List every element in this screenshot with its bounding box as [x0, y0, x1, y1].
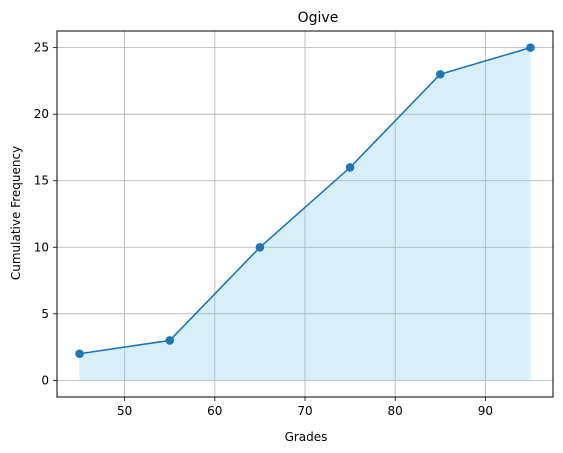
y-axis-label: Cumulative Frequency	[9, 146, 23, 280]
x-axis-label: Grades	[285, 430, 328, 444]
area-fill	[79, 47, 531, 381]
chart-title: Ogive	[298, 10, 339, 26]
y-tick-label: 10	[34, 240, 49, 254]
data-point	[255, 242, 265, 252]
area-fill-path	[79, 47, 531, 381]
x-tick-label: 90	[478, 404, 493, 418]
y-tick-label: 20	[34, 107, 49, 121]
series-line	[79, 46, 531, 355]
y-tick-label: 5	[41, 307, 49, 321]
data-points	[75, 43, 535, 359]
grid	[57, 31, 553, 397]
data-point	[165, 336, 175, 345]
y-tick-label: 15	[34, 174, 49, 188]
series-polyline	[79, 46, 531, 355]
x-ticks: 50 60 70 80 90	[117, 397, 493, 418]
data-point	[75, 349, 84, 359]
y-ticks: 0 5 10 15 20 25	[34, 41, 57, 387]
x-tick-label: 50	[117, 404, 132, 418]
data-point	[345, 163, 355, 172]
y-tick-label: 0	[41, 373, 49, 387]
x-tick-label: 70	[297, 404, 312, 418]
x-tick-label: 60	[207, 404, 222, 418]
x-tick-label: 80	[388, 404, 403, 418]
y-tick-label: 25	[34, 41, 49, 55]
data-point	[435, 69, 445, 79]
data-point	[526, 43, 535, 52]
